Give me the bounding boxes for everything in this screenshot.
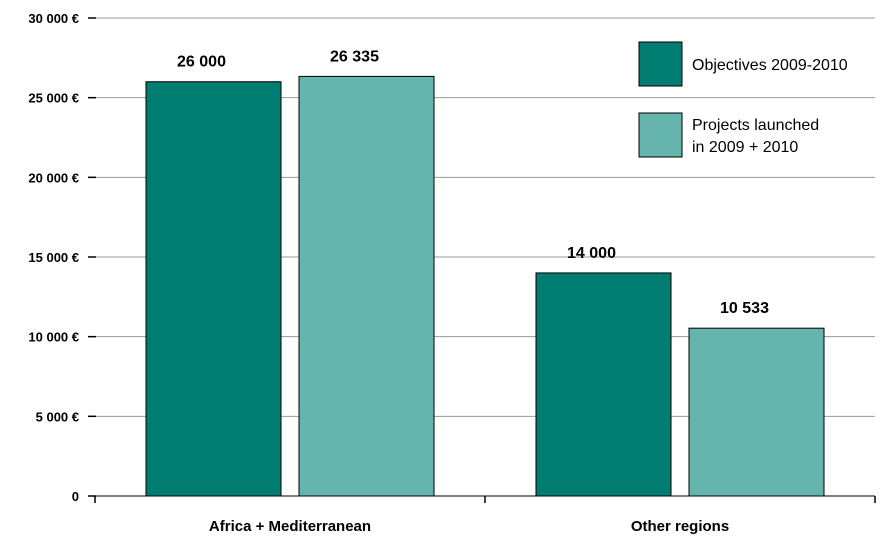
- y-tick-label: 30 000 €: [28, 11, 79, 26]
- bar-objectives-1: [535, 272, 672, 497]
- bar-projects-1: [688, 327, 825, 497]
- y-axis-ticks: 0 5 000 € 10 000 € 15 000 € 20 000 € 25 000 €…: [28, 11, 96, 504]
- category-label: Other regions: [631, 518, 729, 535]
- data-labels: 26 000 26 335 14 000 10 533: [177, 48, 769, 317]
- y-tick-label: 0: [72, 489, 79, 504]
- y-tick-label: 5 000 €: [36, 409, 79, 424]
- data-label: 26 335: [330, 48, 379, 65]
- legend-label-projects-line-2: in 2009 + 2010: [692, 139, 798, 156]
- data-label: 10 533: [720, 300, 769, 317]
- category-label: Africa + Mediterranean: [209, 518, 371, 535]
- category-labels: Africa + Mediterranean Other regions: [209, 518, 729, 535]
- data-label: 26 000: [177, 54, 226, 71]
- axes: [94, 495, 876, 503]
- y-tick-label: 20 000 €: [28, 170, 79, 185]
- bars: [145, 75, 825, 497]
- legend-swatch-projects: [638, 112, 683, 158]
- bar-objectives-0: [145, 81, 282, 497]
- y-tick-label: 15 000 €: [28, 250, 79, 265]
- legend-swatch-objectives: [638, 41, 683, 87]
- legend-label-projects-line-1: Projects launched: [692, 117, 819, 134]
- legend: Objectives 2009-2010 Projects launched i…: [638, 41, 848, 158]
- y-tick-label: 10 000 €: [28, 330, 79, 345]
- y-tick-label: 25 000 €: [28, 91, 79, 106]
- data-label: 14 000: [567, 245, 616, 262]
- bar-projects-0: [298, 75, 435, 497]
- legend-label-objectives: Objectives 2009-2010: [692, 57, 848, 74]
